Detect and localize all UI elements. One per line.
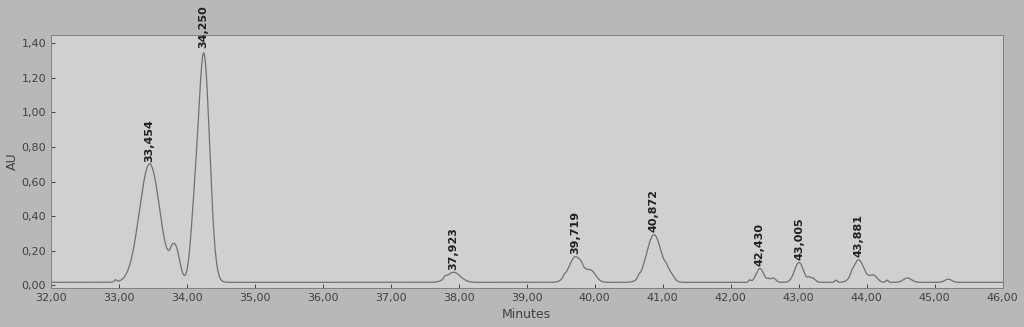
Text: 39,719: 39,719 (570, 211, 581, 254)
Text: 33,454: 33,454 (144, 119, 155, 162)
Y-axis label: AU: AU (5, 152, 18, 170)
X-axis label: Minutes: Minutes (502, 308, 551, 321)
Text: 34,250: 34,250 (199, 6, 209, 48)
Text: 40,872: 40,872 (649, 189, 659, 232)
Text: 42,430: 42,430 (755, 223, 765, 266)
Text: 43,005: 43,005 (794, 218, 804, 260)
Text: 37,923: 37,923 (449, 227, 459, 270)
Text: 43,881: 43,881 (854, 214, 863, 257)
